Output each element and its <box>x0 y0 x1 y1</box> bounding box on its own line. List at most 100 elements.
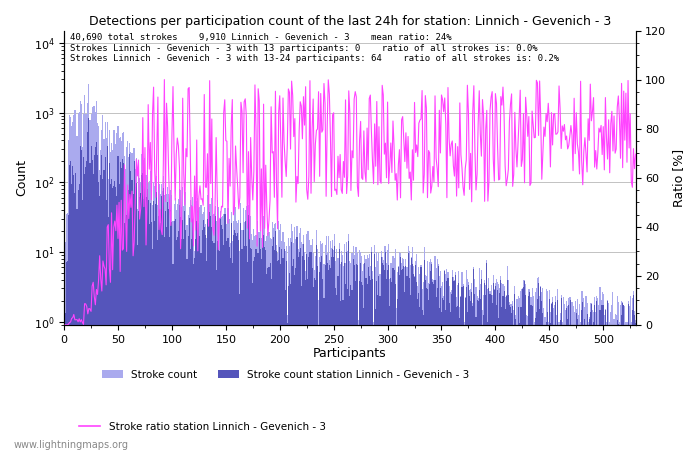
Bar <box>536 312 537 450</box>
Bar <box>536 288 537 450</box>
Bar <box>271 238 272 450</box>
Bar <box>568 305 569 450</box>
Bar <box>279 248 280 450</box>
Bar <box>455 275 456 450</box>
Bar <box>256 235 257 450</box>
Bar <box>90 114 92 450</box>
Bar <box>248 205 249 450</box>
Bar <box>319 257 320 450</box>
Bar <box>139 178 140 450</box>
Bar <box>467 279 468 450</box>
Bar <box>218 207 219 450</box>
Bar <box>343 300 344 450</box>
Bar <box>369 275 370 450</box>
Bar <box>620 305 621 450</box>
Bar <box>407 253 409 450</box>
Bar <box>166 227 167 450</box>
Bar <box>507 280 508 450</box>
Bar <box>505 296 507 450</box>
Bar <box>97 155 98 450</box>
Bar <box>127 205 128 450</box>
Bar <box>369 254 370 450</box>
Bar <box>325 265 326 450</box>
Bar <box>551 303 552 450</box>
Bar <box>342 255 343 450</box>
Bar <box>525 284 526 450</box>
Bar <box>349 296 351 450</box>
Bar <box>507 266 508 450</box>
Bar <box>545 289 547 450</box>
Bar <box>262 212 263 450</box>
Bar <box>170 210 172 450</box>
Bar <box>330 268 331 450</box>
Bar <box>581 310 582 450</box>
Bar <box>265 250 266 450</box>
Bar <box>407 246 409 450</box>
Bar <box>231 223 232 450</box>
Bar <box>113 130 114 450</box>
Bar <box>108 163 110 450</box>
Bar <box>529 289 531 450</box>
Bar <box>618 302 619 450</box>
Bar <box>317 266 318 450</box>
Bar <box>165 212 166 450</box>
Bar <box>90 146 92 450</box>
Bar <box>355 281 356 450</box>
Bar <box>382 263 383 450</box>
Bar <box>503 287 505 450</box>
Text: www.lightningmaps.org: www.lightningmaps.org <box>14 440 129 450</box>
Bar <box>468 282 469 450</box>
Bar <box>458 283 459 450</box>
Bar <box>304 261 305 450</box>
Bar <box>288 238 289 450</box>
Bar <box>137 244 138 450</box>
Bar <box>372 270 373 450</box>
Bar <box>237 223 238 450</box>
Bar <box>285 290 286 450</box>
Bar <box>295 268 297 450</box>
Bar <box>249 231 250 450</box>
Y-axis label: Count: Count <box>15 159 28 196</box>
Bar <box>374 245 375 450</box>
Bar <box>361 282 362 450</box>
Bar <box>84 95 85 450</box>
Bar <box>126 147 127 450</box>
Bar <box>429 284 430 450</box>
Bar <box>398 266 399 450</box>
Bar <box>367 284 368 450</box>
Bar <box>617 320 618 450</box>
Bar <box>624 306 625 450</box>
Bar <box>471 292 472 450</box>
Bar <box>411 258 412 450</box>
Bar <box>272 246 273 450</box>
Bar <box>481 270 482 450</box>
Bar <box>71 126 72 450</box>
Bar <box>419 274 421 450</box>
Bar <box>573 335 575 450</box>
Bar <box>554 346 555 450</box>
Bar <box>632 298 633 450</box>
Bar <box>223 214 224 450</box>
Bar <box>208 200 209 450</box>
Bar <box>613 357 615 450</box>
Bar <box>377 261 379 450</box>
Bar <box>113 186 114 450</box>
Bar <box>633 291 634 450</box>
Bar <box>332 240 333 450</box>
Bar <box>235 233 236 450</box>
Bar <box>304 252 305 450</box>
Bar <box>579 338 580 450</box>
Bar <box>96 142 97 450</box>
Bar <box>286 261 287 450</box>
Bar <box>234 230 235 450</box>
Bar <box>359 280 360 450</box>
Bar <box>72 122 74 450</box>
Stroke ratio station Linnich - Gevenich - 3 <box>163 124 172 129</box>
Bar <box>514 294 515 450</box>
Bar <box>334 246 335 450</box>
Bar <box>410 295 411 450</box>
Bar <box>605 309 606 450</box>
Bar <box>435 268 437 450</box>
Bar <box>597 330 598 450</box>
Bar <box>302 256 303 450</box>
